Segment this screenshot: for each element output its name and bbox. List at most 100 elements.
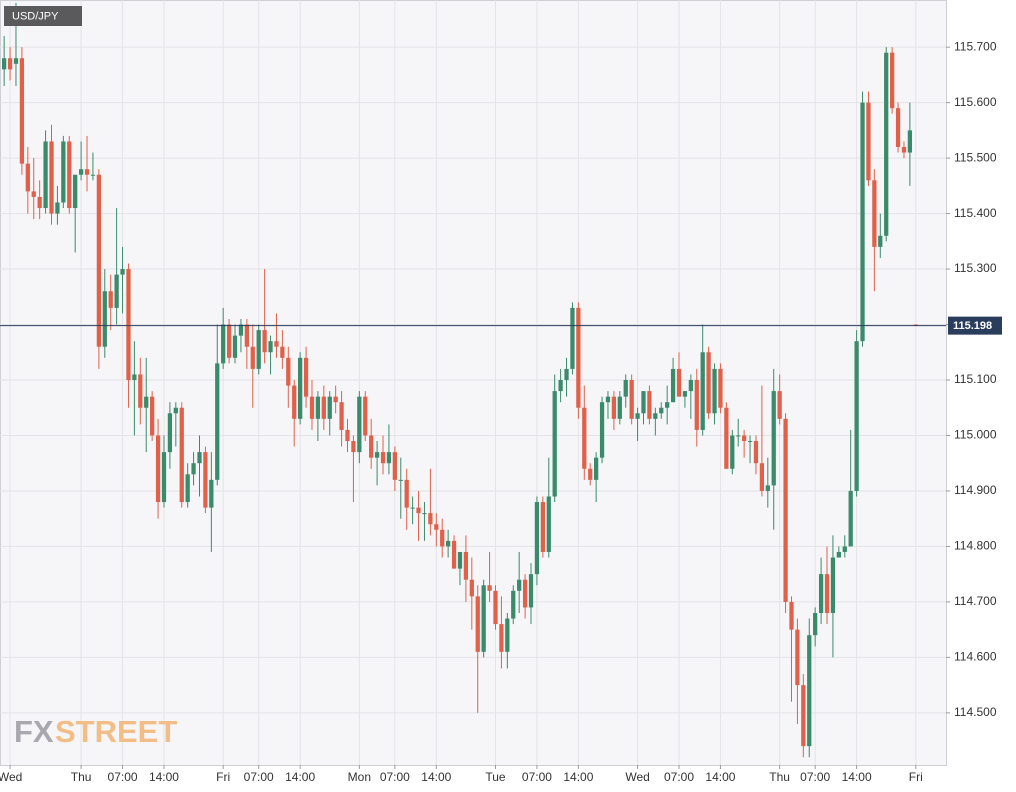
candle-body — [688, 380, 693, 392]
y-tick-label: 115.600 — [954, 95, 997, 109]
x-tick-label: 14:00 — [705, 770, 735, 784]
candle-body — [410, 507, 415, 509]
candle-body — [534, 502, 540, 575]
candle-body — [789, 601, 794, 630]
y-tick-label: 115.100 — [954, 372, 997, 386]
current-price-tag — [948, 316, 1002, 335]
candle-body — [61, 141, 66, 203]
candle-body — [215, 363, 220, 480]
candle-body — [138, 374, 143, 408]
candle-body — [333, 396, 338, 403]
y-tick-label: 115.400 — [954, 206, 997, 220]
candle-body — [747, 441, 753, 443]
candle-body — [913, 324, 918, 326]
candle-body — [830, 557, 836, 613]
candle-body — [481, 585, 486, 652]
candle-body — [469, 579, 474, 597]
candle-body — [416, 507, 421, 514]
candle-body — [777, 391, 782, 419]
candle-body — [801, 685, 806, 747]
candle-body — [854, 341, 859, 491]
candle-body — [499, 624, 504, 652]
candle-body — [268, 341, 273, 353]
candle-body — [795, 629, 800, 686]
candle-body — [96, 174, 101, 347]
candle-body — [144, 396, 149, 408]
candle-body — [700, 352, 705, 430]
candle-body — [546, 496, 551, 552]
candle-body — [564, 368, 569, 381]
candle-body — [718, 368, 723, 408]
candle-body — [25, 163, 30, 192]
candle-body — [765, 485, 770, 491]
candle-body — [446, 540, 451, 547]
x-tick-label: 14:00 — [563, 770, 593, 784]
candle-body — [221, 324, 226, 364]
x-tick-label: 14:00 — [421, 770, 451, 784]
candle-body — [292, 385, 297, 419]
candle-body — [895, 108, 901, 148]
watermark-street: STREET — [55, 714, 177, 749]
x-tick-label: 07:00 — [108, 770, 138, 784]
candle-body — [623, 380, 628, 397]
x-tick-label: Fri — [216, 770, 230, 784]
candle-body — [244, 324, 249, 347]
x-tick-label: Thu — [71, 770, 92, 784]
candle-body — [404, 479, 409, 508]
chart-title: USD/JPY — [12, 10, 59, 22]
x-tick-label: Fri — [909, 770, 923, 784]
candle-body — [872, 180, 877, 247]
x-tick-label: Wed — [625, 770, 649, 784]
candle-body — [309, 396, 315, 419]
candle-body — [84, 169, 90, 175]
x-tick-label: Mon — [348, 770, 371, 784]
candle-body — [617, 396, 622, 419]
candle-body — [730, 435, 735, 469]
candle-body — [298, 357, 303, 419]
candle-body — [114, 274, 119, 308]
x-tick-label: 07:00 — [244, 770, 274, 784]
candle-body — [226, 324, 232, 358]
candle-body — [783, 418, 788, 602]
x-tick-label: 07:00 — [380, 770, 410, 784]
candle-body — [303, 357, 309, 397]
candle-body — [19, 58, 25, 164]
candle-body — [676, 368, 682, 397]
candle-body — [712, 368, 717, 414]
candle-body — [345, 429, 350, 442]
grid — [0, 0, 946, 765]
candle-body — [528, 574, 534, 608]
candle-body — [759, 463, 765, 491]
axes: 114.500 114.600 114.700 114.800 114.900 115.0… — [0, 39, 1002, 784]
candle-body — [321, 396, 326, 419]
y-tick-label: 114.600 — [954, 650, 997, 664]
candle-body — [629, 380, 634, 419]
candle-body — [599, 402, 605, 458]
y-tick-label: 115.300 — [954, 261, 997, 275]
candle-body — [327, 396, 332, 419]
candle-body — [901, 147, 907, 153]
candle-body — [813, 612, 818, 636]
title-box — [4, 6, 82, 26]
candle-body — [67, 141, 72, 209]
candle-body — [31, 191, 36, 197]
candle-body — [315, 396, 321, 419]
candle-body — [576, 307, 581, 408]
candle-body — [860, 102, 865, 342]
candle-body — [232, 335, 238, 358]
candle-body — [185, 474, 190, 503]
candle-body — [280, 346, 285, 358]
candle-body — [824, 574, 830, 613]
candle-body — [848, 490, 853, 547]
candle-body — [339, 402, 344, 430]
candle-body — [167, 413, 173, 453]
candle-body — [363, 396, 368, 436]
candle-body — [197, 452, 202, 464]
x-tick-label: Thu — [769, 770, 790, 784]
y-tick-label: 114.800 — [954, 539, 997, 553]
candle-body — [120, 269, 125, 275]
watermark-fx: FX — [14, 714, 54, 749]
candle-body — [517, 579, 522, 591]
candle-body — [753, 441, 759, 464]
candle-body — [451, 540, 457, 569]
